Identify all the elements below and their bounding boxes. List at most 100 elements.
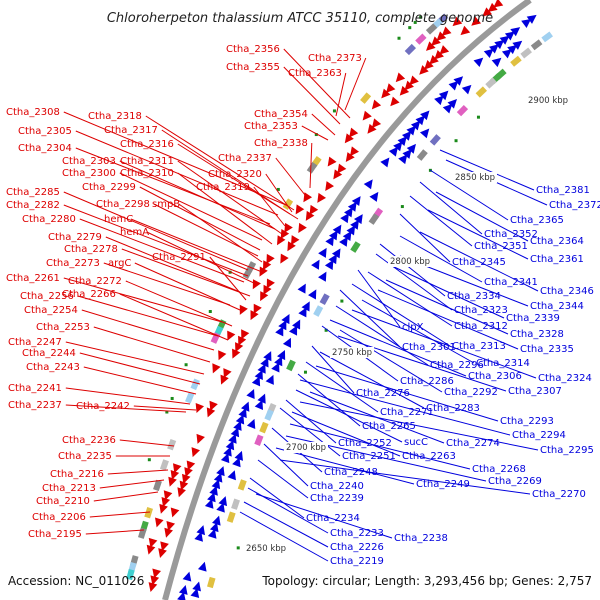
gene-label-ctha-2354[interactable]: Ctha_2354 — [254, 109, 308, 120]
gene-label-ctha-2285[interactable]: Ctha_2285 — [6, 187, 60, 198]
gene-label-argc[interactable]: argC — [108, 258, 131, 269]
gene-label-ctha-2313[interactable]: Ctha_2313 — [452, 341, 506, 352]
gene-label-smpb[interactable]: smpB — [152, 199, 180, 210]
gene-label-ctha-2226[interactable]: Ctha_2226 — [330, 542, 384, 553]
gene-label-ctha-2304[interactable]: Ctha_2304 — [18, 143, 72, 154]
gene-label-ctha-2266[interactable]: Ctha_2266 — [62, 289, 116, 300]
gene-label-ctha-2242[interactable]: Ctha_2242 — [76, 401, 130, 412]
gene-label-ctha-2240[interactable]: Ctha_2240 — [310, 481, 364, 492]
gene-label-ctha-2269[interactable]: Ctha_2269 — [488, 476, 542, 487]
gene-label-ctha-2299[interactable]: Ctha_2299 — [82, 182, 136, 193]
gene-label-ctha-2346[interactable]: Ctha_2346 — [540, 286, 594, 297]
gene-label-ctha-2317[interactable]: Ctha_2317 — [104, 125, 158, 136]
gene-label-ctha-2305[interactable]: Ctha_2305 — [18, 126, 72, 137]
gene-label-ctha-2251[interactable]: Ctha_2251 — [342, 451, 396, 462]
gene-label-ctha-2238[interactable]: Ctha_2238 — [394, 533, 448, 544]
gene-label-ctha-2237[interactable]: Ctha_2237 — [8, 400, 62, 411]
gene-label-ctha-2319[interactable]: Ctha_2319 — [196, 182, 250, 193]
gene-label-ctha-2337[interactable]: Ctha_2337 — [218, 153, 272, 164]
gene-label-ctha-2239[interactable]: Ctha_2239 — [310, 493, 364, 504]
gene-label-ctha-2263[interactable]: Ctha_2263 — [402, 451, 456, 462]
gene-label-ctha-2248[interactable]: Ctha_2248 — [324, 467, 378, 478]
gene-label-ctha-2261[interactable]: Ctha_2261 — [6, 273, 60, 284]
gene-label-ctha-2243[interactable]: Ctha_2243 — [26, 362, 80, 373]
gene-label-ctha-2236[interactable]: Ctha_2236 — [62, 435, 116, 446]
gene-label-ctha-2268[interactable]: Ctha_2268 — [472, 464, 526, 475]
gene-label-ctha-2316[interactable]: Ctha_2316 — [120, 139, 174, 150]
gene-label-ctha-2241[interactable]: Ctha_2241 — [8, 383, 62, 394]
gene-label-succ[interactable]: sucC — [404, 437, 428, 448]
gene-label-ctha-2296[interactable]: Ctha_2296 — [430, 360, 484, 371]
gene-label-ctha-2361[interactable]: Ctha_2361 — [530, 254, 584, 265]
gene-label-ctha-2295[interactable]: Ctha_2295 — [540, 445, 594, 456]
gene-label-ctha-2234[interactable]: Ctha_2234 — [306, 513, 360, 524]
gene-label-ctha-2252[interactable]: Ctha_2252 — [338, 438, 392, 449]
gene-label-ctha-2311[interactable]: Ctha_2311 — [120, 156, 174, 167]
gene-label-ctha-2235[interactable]: Ctha_2235 — [58, 451, 112, 462]
gene-label-ctha-2301[interactable]: Ctha_2301 — [402, 342, 456, 353]
gene-label-ctha-2320[interactable]: Ctha_2320 — [208, 169, 262, 180]
gene-label-ctha-2312[interactable]: Ctha_2312 — [454, 321, 508, 332]
gene-label-ctha-2219[interactable]: Ctha_2219 — [330, 556, 384, 567]
gene-label-ctha-2345[interactable]: Ctha_2345 — [452, 257, 506, 268]
gene-label-ctha-2355[interactable]: Ctha_2355 — [226, 62, 280, 73]
gene-label-clpx[interactable]: clpX — [402, 322, 424, 333]
gene-label-ctha-2372[interactable]: Ctha_2372 — [549, 200, 600, 211]
gene-label-ctha-2300[interactable]: Ctha_2300 — [62, 168, 116, 179]
gene-label-ctha-2334[interactable]: Ctha_2334 — [447, 291, 501, 302]
gene-label-ctha-2338[interactable]: Ctha_2338 — [254, 138, 308, 149]
gene-label-ctha-2276[interactable]: Ctha_2276 — [356, 388, 410, 399]
gene-label-ctha-2344[interactable]: Ctha_2344 — [530, 301, 584, 312]
gene-label-ctha-2292[interactable]: Ctha_2292 — [444, 387, 498, 398]
gene-label-ctha-2323[interactable]: Ctha_2323 — [454, 305, 508, 316]
gene-label-ctha-2249[interactable]: Ctha_2249 — [416, 479, 470, 490]
gene-label-ctha-2351[interactable]: Ctha_2351 — [474, 241, 528, 252]
gene-label-ctha-2244[interactable]: Ctha_2244 — [22, 348, 76, 359]
gene-label-ctha-2274[interactable]: Ctha_2274 — [446, 438, 500, 449]
gene-label-hemc[interactable]: hemC — [104, 214, 133, 225]
gene-label-ctha-2282[interactable]: Ctha_2282 — [6, 200, 60, 211]
gene-label-ctha-2247[interactable]: Ctha_2247 — [8, 337, 62, 348]
gene-label-ctha-2216[interactable]: Ctha_2216 — [50, 469, 104, 480]
gene-label-ctha-2341[interactable]: Ctha_2341 — [484, 277, 538, 288]
gene-label-ctha-2293[interactable]: Ctha_2293 — [500, 416, 554, 427]
gene-label-ctha-2352[interactable]: Ctha_2352 — [484, 229, 538, 240]
gene-label-ctha-2256[interactable]: Ctha_2256 — [20, 291, 74, 302]
gene-label-ctha-2328[interactable]: Ctha_2328 — [510, 329, 564, 340]
gene-label-ctha-2279[interactable]: Ctha_2279 — [48, 232, 102, 243]
gene-label-ctha-2307[interactable]: Ctha_2307 — [508, 386, 562, 397]
gene-label-ctha-2272[interactable]: Ctha_2272 — [68, 276, 122, 287]
gene-label-ctha-2280[interactable]: Ctha_2280 — [22, 214, 76, 225]
gene-label-ctha-2356[interactable]: Ctha_2356 — [226, 44, 280, 55]
gene-label-ctha-2318[interactable]: Ctha_2318 — [88, 111, 142, 122]
gene-label-ctha-2286[interactable]: Ctha_2286 — [400, 376, 454, 387]
gene-label-ctha-2210[interactable]: Ctha_2210 — [36, 496, 90, 507]
gene-label-ctha-2365[interactable]: Ctha_2365 — [510, 215, 564, 226]
gene-label-ctha-2339[interactable]: Ctha_2339 — [506, 313, 560, 324]
gene-label-ctha-2298[interactable]: Ctha_2298 — [96, 199, 150, 210]
gene-label-ctha-2364[interactable]: Ctha_2364 — [530, 236, 584, 247]
gene-label-ctha-2303[interactable]: Ctha_2303 — [62, 156, 116, 167]
gene-label-ctha-2308[interactable]: Ctha_2308 — [6, 107, 60, 118]
gene-label-ctha-2335[interactable]: Ctha_2335 — [520, 344, 574, 355]
gene-label-ctha-2195[interactable]: Ctha_2195 — [28, 529, 82, 540]
gene-label-ctha-2233[interactable]: Ctha_2233 — [330, 528, 384, 539]
gene-label-ctha-2278[interactable]: Ctha_2278 — [64, 244, 118, 255]
gene-label-ctha-2310[interactable]: Ctha_2310 — [120, 168, 174, 179]
gene-label-ctha-2306[interactable]: Ctha_2306 — [468, 371, 522, 382]
gene-label-ctha-2213[interactable]: Ctha_2213 — [42, 483, 96, 494]
gene-label-ctha-2314[interactable]: Ctha_2314 — [476, 358, 530, 369]
gene-label-ctha-2270[interactable]: Ctha_2270 — [532, 489, 586, 500]
gene-label-ctha-2291[interactable]: Ctha_2291 — [152, 252, 206, 263]
gene-label-ctha-2363[interactable]: Ctha_2363 — [288, 68, 342, 79]
gene-label-ctha-2254[interactable]: Ctha_2254 — [24, 305, 78, 316]
gene-label-ctha-2253[interactable]: Ctha_2253 — [36, 322, 90, 333]
gene-label-ctha-2265[interactable]: Ctha_2265 — [362, 421, 416, 432]
gene-label-ctha-2353[interactable]: Ctha_2353 — [244, 121, 298, 132]
gene-label-ctha-2271[interactable]: Ctha_2271 — [380, 407, 434, 418]
gene-label-ctha-2294[interactable]: Ctha_2294 — [512, 430, 566, 441]
gene-label-ctha-2206[interactable]: Ctha_2206 — [32, 512, 86, 523]
gene-label-hema[interactable]: hemA — [120, 227, 149, 238]
gene-label-ctha-2273[interactable]: Ctha_2273 — [46, 258, 100, 269]
gene-label-ctha-2373[interactable]: Ctha_2373 — [308, 53, 362, 64]
